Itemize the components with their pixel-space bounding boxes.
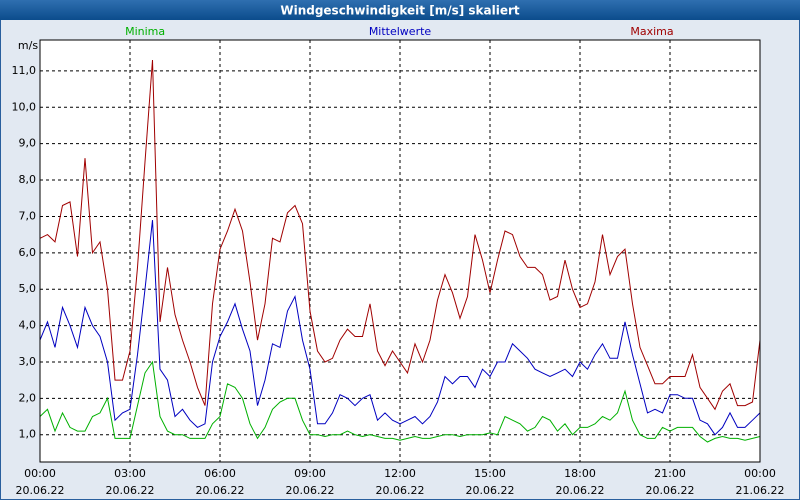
legend-entry: Minima xyxy=(125,25,165,38)
x-tick-date: 20.06.22 xyxy=(376,484,425,497)
series-line xyxy=(39,220,761,436)
chart-title: Windgeschwindigkeit [m/s] skaliert xyxy=(280,4,520,18)
x-tick-date: 21.06.22 xyxy=(736,484,785,497)
x-tick-label: 18:00 xyxy=(564,467,596,480)
x-tick-date: 20.06.22 xyxy=(16,484,65,497)
x-tick-date: 20.06.22 xyxy=(196,484,245,497)
x-tick-label: 03:00 xyxy=(114,467,146,480)
title-bar xyxy=(0,0,800,20)
y-axis-label: m/s xyxy=(18,39,38,52)
y-tick-label: 8,0 xyxy=(19,173,37,186)
x-tick-label: 09:00 xyxy=(294,467,326,480)
x-tick-label: 15:00 xyxy=(474,467,506,480)
x-tick-label: 00:00 xyxy=(744,467,776,480)
x-tick-date: 20.06.22 xyxy=(466,484,515,497)
x-tick-date: 20.06.22 xyxy=(646,484,695,497)
y-tick-label: 7,0 xyxy=(19,209,37,222)
x-tick-date: 20.06.22 xyxy=(286,484,335,497)
y-tick-label: 3,0 xyxy=(19,355,37,368)
series-line xyxy=(39,59,761,411)
x-tick-label: 00:00 xyxy=(24,467,56,480)
y-tick-label: 11,0 xyxy=(12,64,37,77)
y-tick-label: 6,0 xyxy=(19,246,37,259)
y-tick-label: 10,0 xyxy=(12,100,37,113)
series-line xyxy=(39,360,761,443)
y-tick-label: 1,0 xyxy=(19,428,37,441)
y-tick-label: 2,0 xyxy=(19,391,37,404)
x-tick-label: 12:00 xyxy=(384,467,416,480)
y-tick-label: 9,0 xyxy=(19,137,37,150)
plot-border xyxy=(39,39,761,463)
x-tick-date: 20.06.22 xyxy=(106,484,155,497)
x-tick-label: 21:00 xyxy=(654,467,686,480)
x-tick-label: 06:00 xyxy=(204,467,236,480)
legend-entry: Maxima xyxy=(630,25,673,38)
x-tick-date: 20.06.22 xyxy=(556,484,605,497)
legend-entry: Mittelwerte xyxy=(369,25,432,38)
y-tick-label: 5,0 xyxy=(19,282,37,295)
y-tick-label: 4,0 xyxy=(19,319,37,332)
